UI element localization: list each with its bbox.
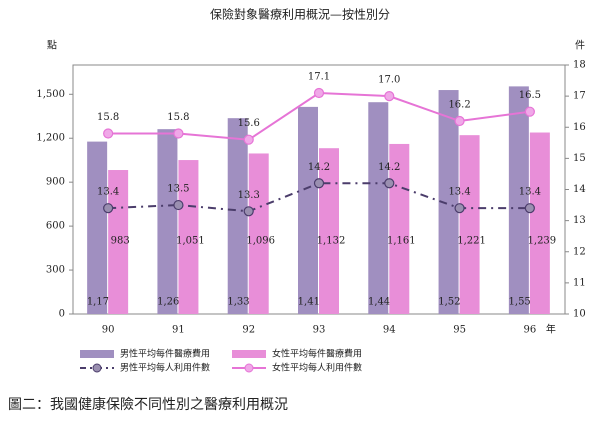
bar-value-label: 1,096	[246, 236, 275, 247]
line-point	[454, 115, 465, 127]
line-value-label: 13.4	[448, 187, 470, 198]
line-point	[173, 199, 184, 211]
x-tick-label: 90	[102, 325, 115, 336]
line-value-label: 13.4	[519, 187, 541, 198]
legend-label: 女性平均每件醫療費用	[272, 348, 362, 360]
bar	[459, 135, 480, 314]
bar	[368, 102, 389, 315]
line-point	[243, 206, 254, 217]
bar	[389, 143, 410, 314]
y2-tick-label: 18	[573, 60, 586, 71]
bar	[178, 160, 199, 314]
y2-tick-label: 11	[573, 277, 586, 288]
caption: 圖二：我國健康保險不同性別之醫療利用概況	[8, 396, 288, 413]
line-point	[384, 91, 395, 102]
y2-tick-label: 14	[573, 184, 586, 195]
line-value-label: 17.1	[308, 72, 330, 83]
line-value-label: 16.2	[448, 100, 470, 111]
line-value-label: 15.8	[97, 112, 119, 123]
x-tick-label: 96	[523, 325, 536, 336]
x-tick-label: 91	[172, 325, 185, 336]
y-tick-label: 1,500	[36, 89, 65, 100]
bar	[108, 170, 129, 314]
bar-value-label: 1,161	[387, 236, 416, 247]
x-tick-label: 92	[242, 325, 255, 336]
line-value-label: 17.0	[378, 75, 400, 86]
line-value-label: 13.5	[167, 184, 189, 195]
y2-unit: 件	[575, 40, 585, 52]
legend-label: 女性平均每人利用件數	[272, 362, 362, 374]
y-tick-label: 600	[46, 221, 65, 232]
bar-value-label: 1,221	[457, 236, 486, 247]
legend-label: 男性平均每件醫療費用	[120, 348, 210, 360]
bar	[508, 86, 529, 314]
x-tick-label: 95	[453, 325, 466, 336]
bar-value-label: 1,337	[227, 297, 256, 308]
line-value-label: 14.2	[308, 162, 330, 173]
bar	[319, 148, 339, 314]
y2-tick-label: 15	[573, 153, 586, 164]
line-point	[313, 87, 325, 99]
bar-value-label: 1,262	[157, 297, 186, 308]
y2-tick-label: 16	[573, 122, 586, 133]
line-value-label: 13.4	[97, 187, 119, 198]
line-point	[103, 128, 114, 139]
line-point	[313, 178, 325, 189]
bar	[248, 153, 269, 314]
bar	[529, 132, 550, 314]
line-point	[524, 203, 535, 214]
line-value-label: 16.5	[519, 90, 541, 101]
y2-tick-label: 12	[573, 246, 586, 257]
line-point	[384, 178, 395, 189]
line-point	[243, 134, 254, 145]
bar-value-label: 983	[111, 236, 130, 247]
bar	[438, 90, 459, 314]
y-tick-label: 300	[46, 265, 65, 276]
line-value-label: 13.3	[238, 190, 260, 201]
legend-swatch	[244, 363, 254, 373]
line-point	[103, 203, 114, 214]
bar	[298, 106, 318, 314]
bar-value-label: 1,132	[317, 236, 346, 247]
legend-swatch	[80, 350, 114, 358]
bar	[87, 141, 108, 314]
line-point	[173, 128, 184, 139]
x-tick-label: 93	[313, 325, 326, 336]
y2-tick-label: 17	[573, 91, 586, 102]
legend-swatch	[232, 350, 266, 358]
bar-value-label: 1,414	[298, 297, 327, 308]
line-value-label: 14.2	[378, 162, 400, 173]
bar-value-label: 1,051	[176, 236, 205, 247]
bar-value-label: 1,446	[368, 297, 397, 308]
bar	[227, 118, 248, 314]
y-tick-label: 900	[46, 177, 65, 188]
line-value-label: 15.6	[238, 118, 260, 129]
bar-value-label: 1,177	[87, 297, 116, 308]
x-tick-label: 94	[383, 325, 396, 336]
bar-value-label: 1,554	[509, 297, 538, 308]
y2-tick-label: 10	[573, 309, 586, 320]
legend-label: 男性平均每人利用件數	[120, 362, 210, 374]
bar	[157, 129, 178, 314]
line-point	[524, 106, 535, 117]
bar-value-label: 1,529	[438, 297, 467, 308]
line-value-label: 15.8	[167, 112, 189, 123]
bar-value-label: 1,239	[528, 236, 557, 247]
y-tick-label: 0	[59, 309, 65, 320]
y-tick-label: 1,200	[36, 133, 65, 144]
y-unit: 點	[47, 39, 57, 52]
y2-tick-label: 13	[573, 215, 586, 226]
line-point	[454, 203, 465, 214]
x-unit: 年	[546, 323, 556, 336]
legend-swatch	[92, 363, 102, 373]
chart-title: 保險對象醫療利用概況—按性別分	[210, 7, 390, 22]
